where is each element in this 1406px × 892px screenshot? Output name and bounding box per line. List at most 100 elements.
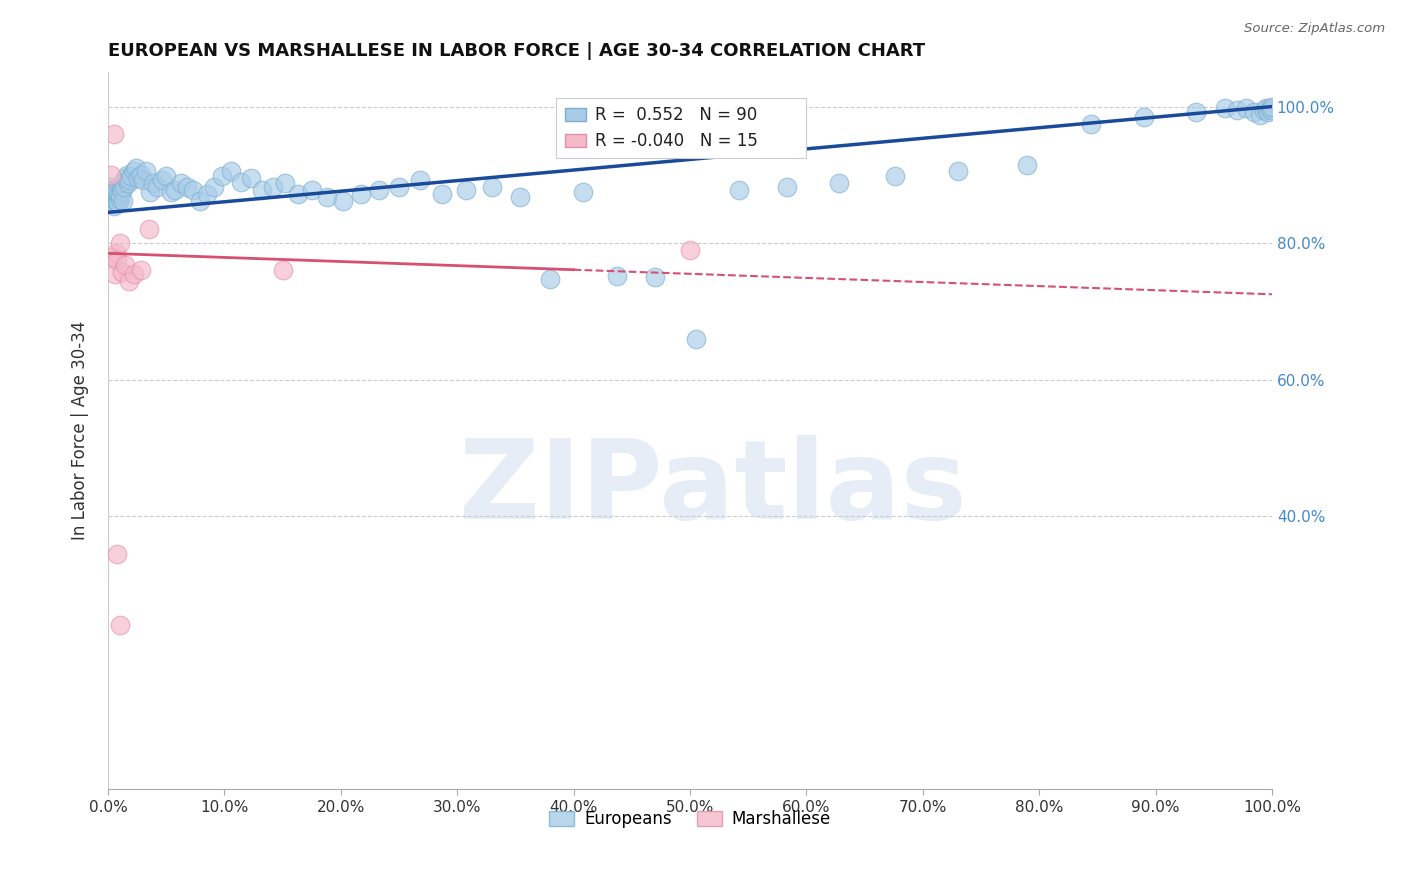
Point xyxy=(98,185,121,199)
Point xyxy=(129,168,152,182)
Point xyxy=(105,253,128,268)
Point xyxy=(1249,108,1271,122)
Text: R =  0.552   N = 90: R = 0.552 N = 90 xyxy=(595,106,756,124)
Point xyxy=(101,192,124,206)
Point xyxy=(1017,158,1039,172)
Point xyxy=(262,180,284,194)
Point xyxy=(538,271,561,285)
Point xyxy=(1133,110,1156,124)
Point xyxy=(115,168,138,182)
Point xyxy=(125,161,148,175)
Point xyxy=(142,176,165,190)
Text: EUROPEAN VS MARSHALLESE IN LABOR FORCE | AGE 30-34 CORRELATION CHART: EUROPEAN VS MARSHALLESE IN LABOR FORCE |… xyxy=(108,42,925,60)
Point xyxy=(118,274,141,288)
Point xyxy=(1185,105,1208,120)
Point xyxy=(301,183,323,197)
Point xyxy=(1260,103,1282,117)
Point xyxy=(828,176,851,190)
Point xyxy=(409,173,432,187)
Point xyxy=(139,185,162,199)
Point xyxy=(104,189,127,203)
Point xyxy=(105,246,128,260)
Point xyxy=(155,169,177,184)
Point xyxy=(111,184,134,198)
Point xyxy=(221,164,243,178)
Point xyxy=(146,180,169,194)
Point xyxy=(107,196,129,211)
Point xyxy=(1234,101,1257,115)
FancyBboxPatch shape xyxy=(557,97,806,159)
Point xyxy=(103,195,125,210)
Point xyxy=(105,185,128,199)
Point xyxy=(430,186,453,201)
Point xyxy=(481,180,503,194)
Legend: Europeans, Marshallese: Europeans, Marshallese xyxy=(543,804,838,835)
Point xyxy=(150,173,173,187)
Point xyxy=(1261,99,1284,113)
Point xyxy=(1258,101,1281,115)
Point xyxy=(202,180,225,194)
Point xyxy=(132,173,155,187)
Point xyxy=(107,186,129,201)
Point xyxy=(103,198,125,212)
Point xyxy=(679,243,702,257)
Text: Source: ZipAtlas.com: Source: ZipAtlas.com xyxy=(1244,22,1385,36)
Point xyxy=(118,173,141,187)
Point xyxy=(315,189,337,203)
Point xyxy=(388,180,411,194)
Point xyxy=(274,176,297,190)
Point xyxy=(112,180,135,194)
Point xyxy=(211,169,233,184)
Point xyxy=(105,547,128,561)
Point xyxy=(1215,101,1237,115)
Point xyxy=(271,263,294,277)
Point xyxy=(572,185,595,199)
Point xyxy=(349,186,371,201)
Point xyxy=(114,171,136,186)
Point xyxy=(456,183,478,197)
Point xyxy=(176,180,198,194)
Point xyxy=(1080,117,1102,131)
Point xyxy=(105,194,128,208)
Point xyxy=(138,222,160,236)
Y-axis label: In Labor Force | Age 30-34: In Labor Force | Age 30-34 xyxy=(72,321,89,541)
Point xyxy=(195,186,218,201)
Point xyxy=(111,265,134,279)
Point xyxy=(101,183,124,197)
Point xyxy=(181,183,204,197)
Point xyxy=(509,189,531,203)
Point xyxy=(114,258,136,272)
Point xyxy=(120,169,142,184)
Point xyxy=(644,270,666,285)
Point xyxy=(103,127,125,141)
Point xyxy=(135,164,157,178)
Point xyxy=(160,185,183,199)
Point xyxy=(727,183,749,197)
Point xyxy=(122,164,145,178)
Point xyxy=(100,168,122,182)
Point xyxy=(287,186,309,201)
Point xyxy=(117,176,139,190)
Point xyxy=(1257,105,1279,120)
Point xyxy=(1253,103,1275,117)
Point xyxy=(1243,105,1265,120)
Point xyxy=(946,164,969,178)
Point xyxy=(105,195,128,210)
Point xyxy=(332,194,354,208)
Point xyxy=(368,183,391,197)
Point xyxy=(229,175,252,189)
Point xyxy=(103,186,125,201)
FancyBboxPatch shape xyxy=(565,108,586,121)
Point xyxy=(104,267,127,281)
Point xyxy=(105,189,128,203)
Point xyxy=(883,169,905,184)
Point xyxy=(112,175,135,189)
Point xyxy=(108,188,131,202)
Point xyxy=(685,332,707,346)
Point xyxy=(108,618,131,632)
Point xyxy=(100,180,122,194)
Point xyxy=(775,180,797,194)
Point xyxy=(1226,103,1249,117)
Point xyxy=(122,267,145,281)
Point xyxy=(101,250,124,264)
